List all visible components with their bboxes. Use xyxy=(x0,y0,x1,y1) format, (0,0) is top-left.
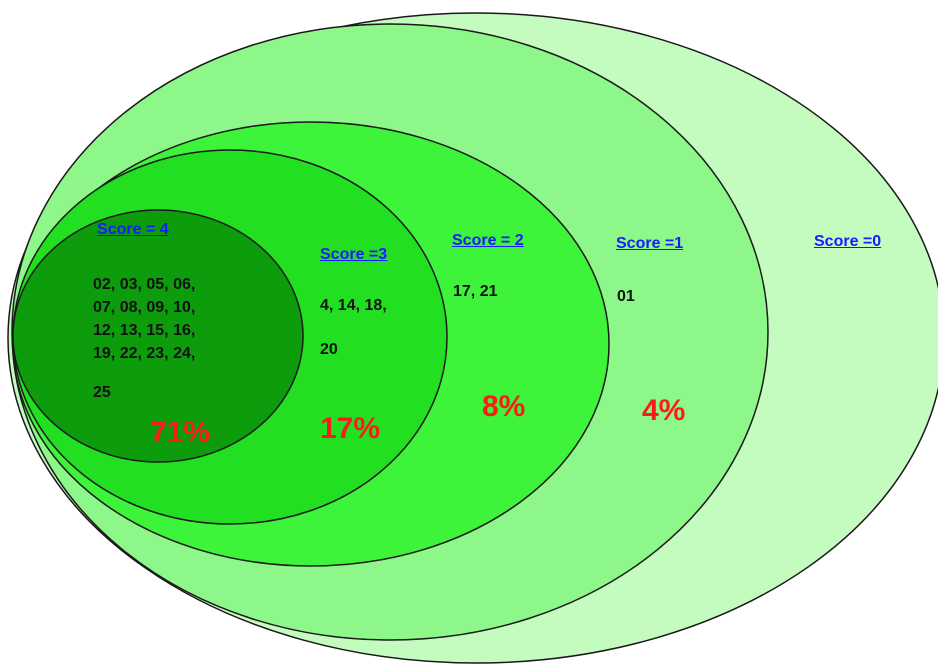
score-4-member-line: 25 xyxy=(93,384,111,401)
score-2-members: 17, 21 xyxy=(453,280,497,303)
score-4-label: Score = 4 xyxy=(97,221,169,238)
score-4-member-line: 02, 03, 05, 06, xyxy=(93,276,196,293)
score-3-label: Score =3 xyxy=(320,246,388,263)
score-4-percent: 71% xyxy=(150,416,211,449)
score-3-member-line: 4, 14, 18, xyxy=(320,297,387,314)
score-1-member-line: 01 xyxy=(617,288,635,305)
score-2-label: Score = 2 xyxy=(452,232,524,249)
score-1-label: Score =1 xyxy=(616,235,684,252)
score-4-member-line: 12, 13, 15, 16, xyxy=(93,322,196,339)
score-4-members: 02, 03, 05, 06, 07, 08, 09, 10, 12, 13, … xyxy=(93,273,195,404)
score-0-label: Score =0 xyxy=(814,233,882,250)
score-1-percent: 4% xyxy=(642,394,686,427)
score-3-percent: 17% xyxy=(320,412,381,445)
score-4-member-line: 07, 08, 09, 10, xyxy=(93,299,196,316)
score-2-member-line: 17, 21 xyxy=(453,283,498,300)
score-1-members: 01 xyxy=(617,285,635,308)
ellipse-score-4 xyxy=(12,209,304,463)
score-4-member-line xyxy=(93,365,195,381)
score-3-member-line xyxy=(320,317,387,338)
score-4-member-line: 19, 22, 23, 24, xyxy=(93,345,196,362)
score-3-member-line: 20 xyxy=(320,341,338,358)
score-2-percent: 8% xyxy=(482,390,526,423)
score-3-members: 4, 14, 18, 20 xyxy=(320,294,387,361)
